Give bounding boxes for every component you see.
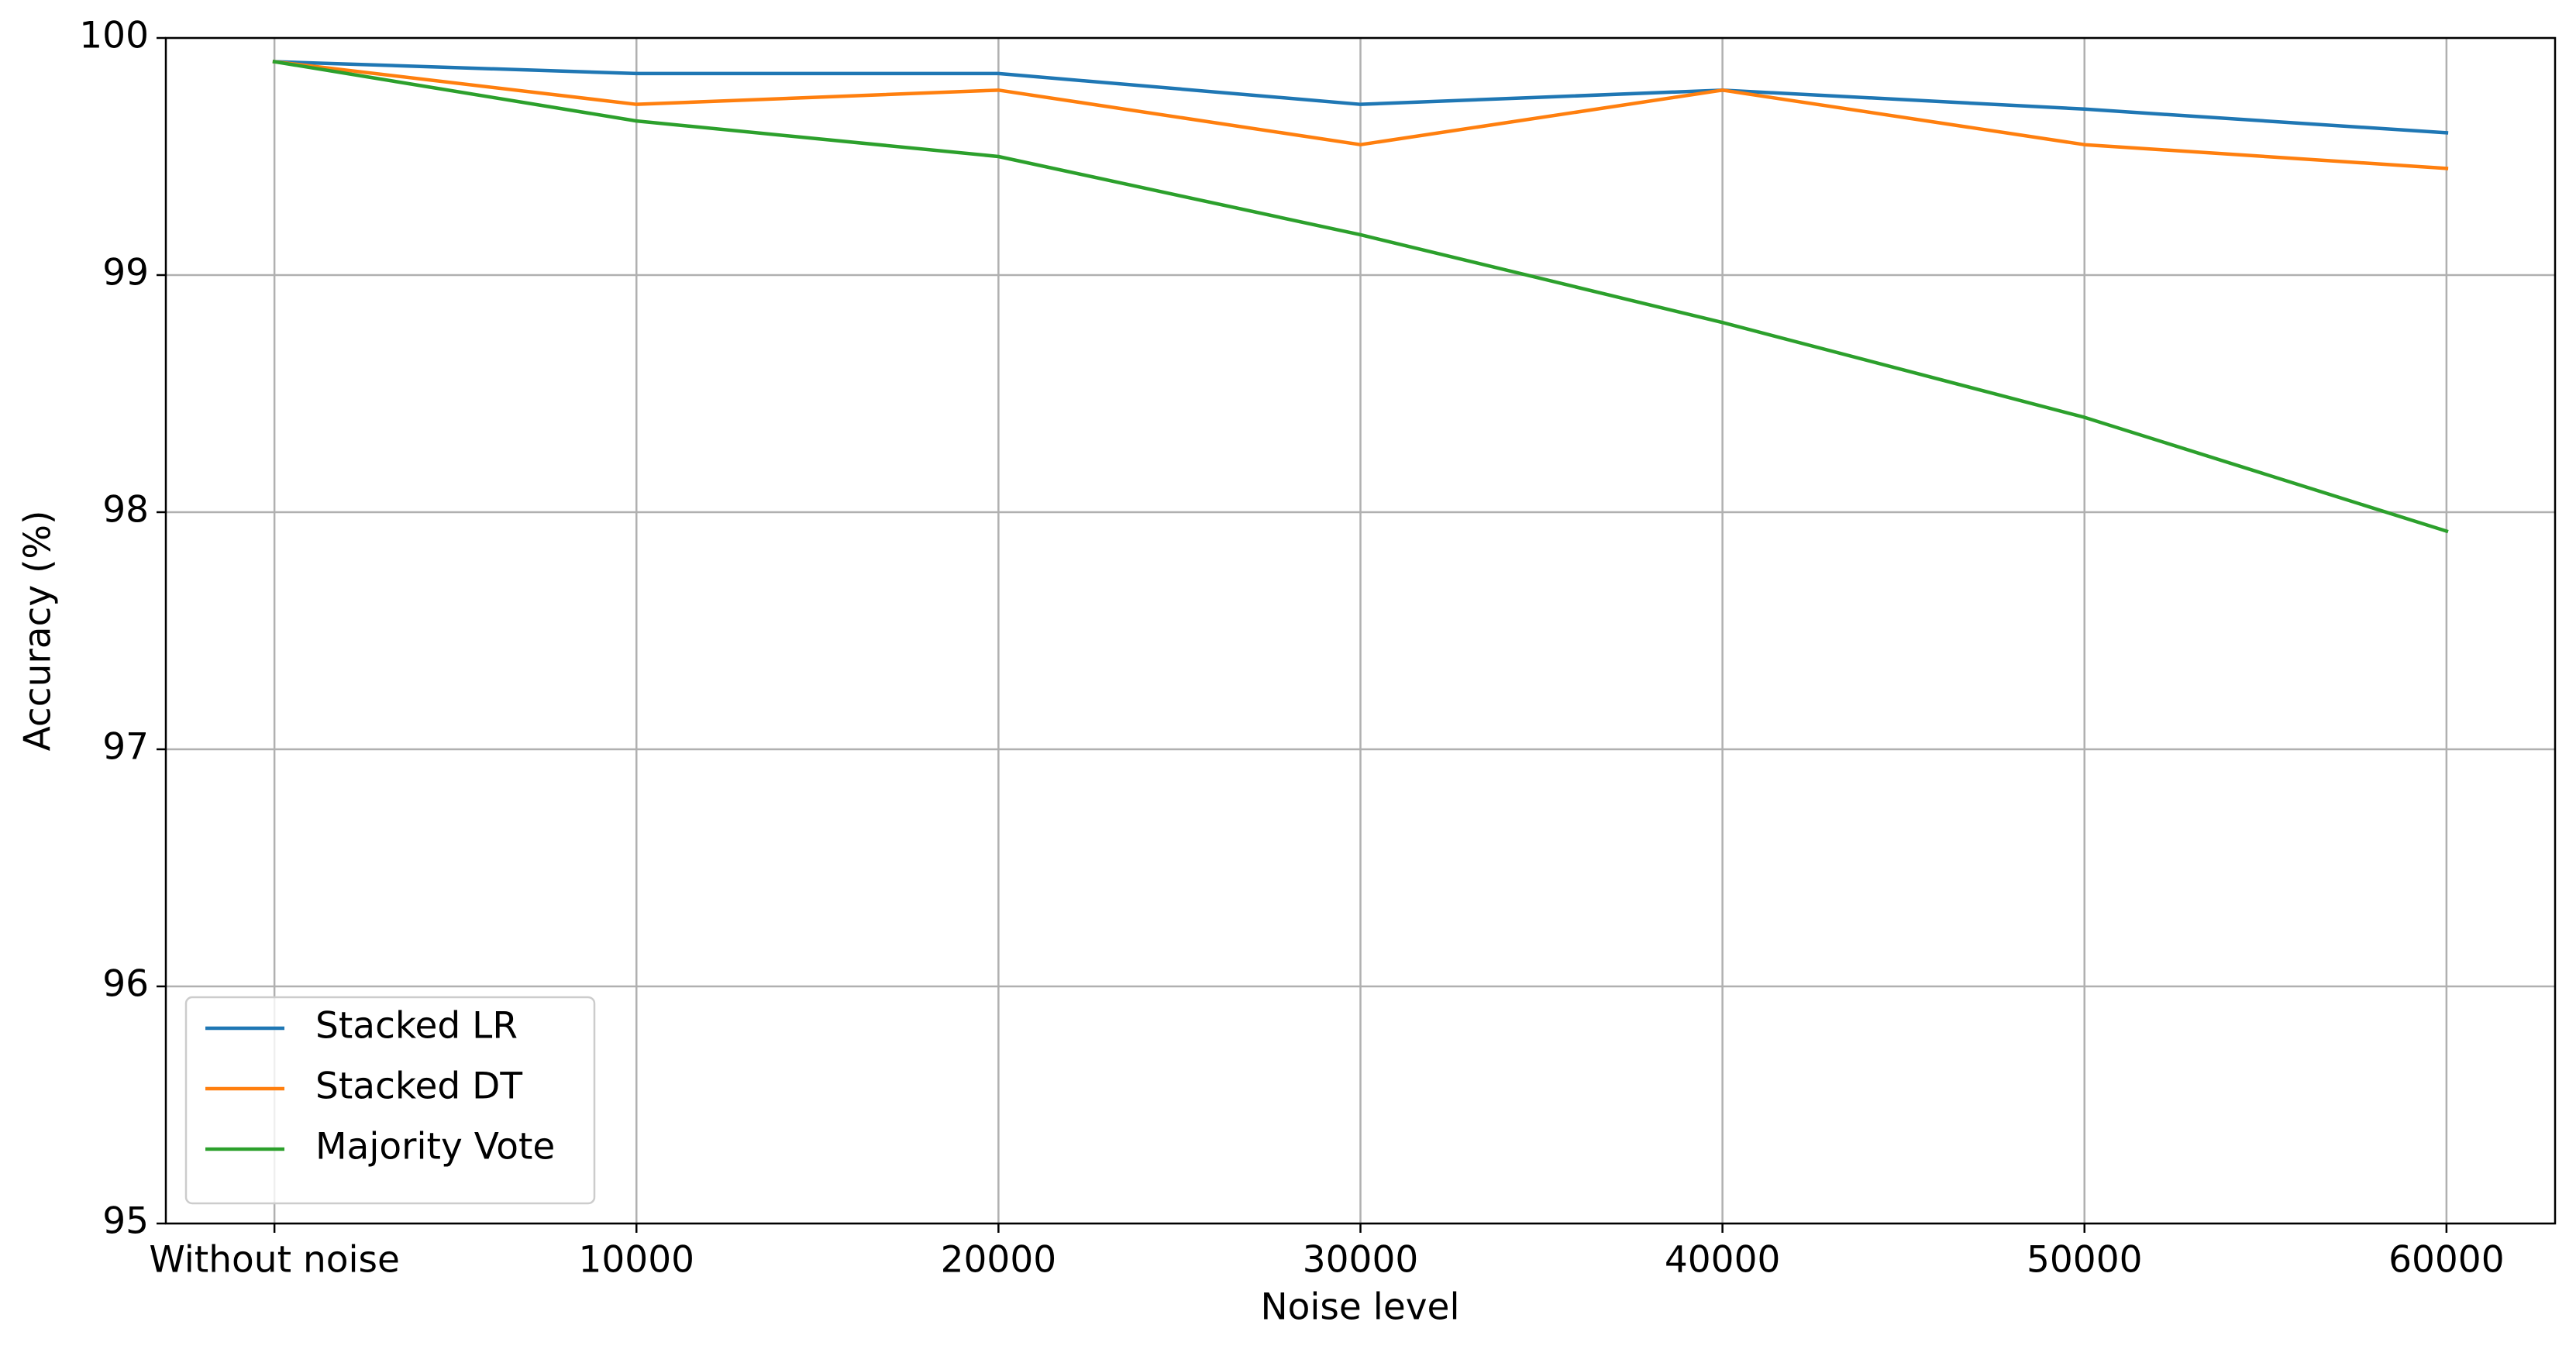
y-tick-label: 97 bbox=[102, 726, 149, 769]
x-tick-label: 50000 bbox=[2027, 1239, 2143, 1282]
legend-label: Majority Vote bbox=[315, 1126, 555, 1168]
legend-label: Stacked DT bbox=[315, 1065, 522, 1108]
series-line bbox=[272, 60, 2449, 170]
x-tick-label: Without noise bbox=[149, 1239, 400, 1282]
x-axis-label: Noise level bbox=[1260, 1286, 1459, 1329]
legend-label: Stacked LR bbox=[315, 1005, 518, 1048]
series-line bbox=[272, 60, 2449, 534]
y-tick-label: 100 bbox=[79, 15, 149, 57]
x-tick-label: 20000 bbox=[941, 1239, 1057, 1282]
series-line bbox=[272, 60, 2449, 135]
legend-box bbox=[184, 996, 596, 1205]
x-tick-label: 60000 bbox=[2388, 1239, 2505, 1282]
y-tick-label: 96 bbox=[102, 963, 149, 1006]
y-axis-label: Accuracy (%) bbox=[17, 511, 60, 752]
plot-frame bbox=[164, 36, 2557, 1225]
x-tick-label: 40000 bbox=[1665, 1239, 1781, 1282]
y-tick-label: 95 bbox=[102, 1200, 149, 1243]
legend: Stacked LR Stacked DT Majority Vote bbox=[184, 996, 596, 1205]
x-tick-label: 30000 bbox=[1303, 1239, 1419, 1282]
y-tick-label: 99 bbox=[102, 252, 149, 294]
y-tick-label: 98 bbox=[102, 489, 149, 532]
x-tick-label: 10000 bbox=[578, 1239, 694, 1282]
